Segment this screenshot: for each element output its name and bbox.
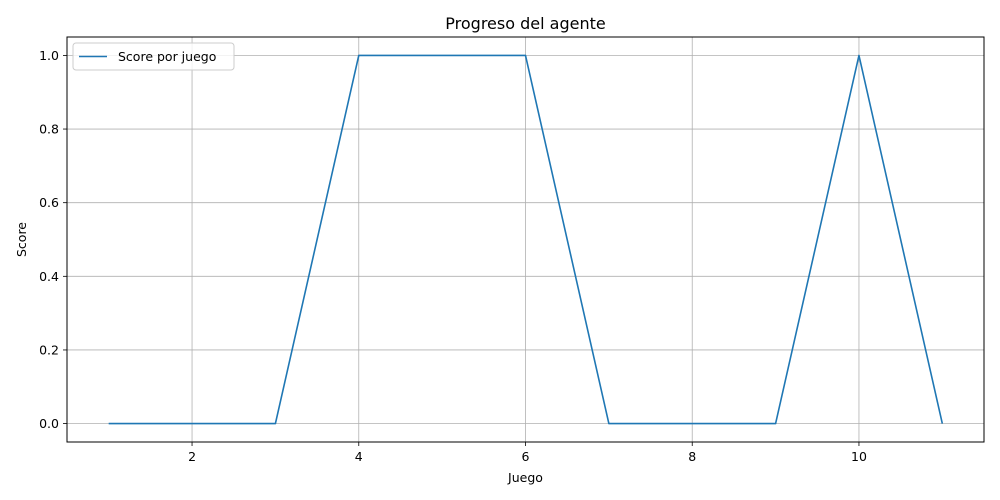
y-tick-label: 0.2 [39, 342, 59, 357]
data-point [608, 423, 610, 425]
data-point [525, 55, 527, 57]
data-point [275, 423, 277, 425]
series-line [108, 54, 944, 425]
y-tick-label: 0.0 [39, 416, 59, 431]
x-tick-label: 8 [688, 449, 696, 464]
data-point [441, 55, 443, 57]
legend-box [72, 42, 235, 71]
y-tick-label: 0.6 [39, 195, 59, 210]
data-point [775, 423, 777, 425]
legend-entry-label: Score por juego [118, 49, 216, 64]
series-layer [108, 54, 944, 425]
x-tick-label: 6 [522, 449, 530, 464]
x-tick-label: 2 [188, 449, 196, 464]
data-point [858, 55, 860, 57]
data-point [358, 55, 360, 57]
y-axis-label: Score [14, 222, 29, 257]
x-tick-label: 10 [851, 449, 867, 464]
y-axis-ticks: 0.0 0.2 0.4 0.6 0.8 1.0 [39, 48, 67, 431]
data-point [942, 423, 944, 425]
x-axis-ticks: 2 4 6 8 10 [188, 442, 867, 464]
x-axis-label: Juego [507, 470, 543, 485]
y-tick-label: 1.0 [39, 48, 59, 63]
grid [67, 37, 984, 442]
legend: Score por juego [72, 42, 235, 71]
data-point [691, 423, 693, 425]
chart-title: Progreso del agente [445, 14, 605, 33]
y-tick-label: 0.4 [39, 269, 59, 284]
data-point [191, 423, 193, 425]
y-tick-label: 0.8 [39, 122, 59, 137]
x-tick-label: 4 [355, 449, 363, 464]
data-point [108, 423, 110, 425]
